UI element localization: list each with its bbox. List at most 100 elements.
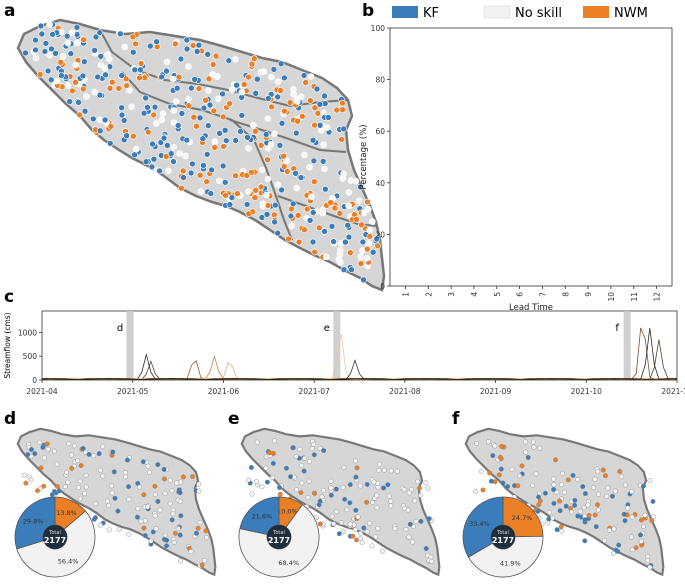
station-dot (228, 86, 236, 93)
x-tick-label: 2021-04 (26, 387, 58, 396)
y-axis-label: Streamflow (cms) (3, 312, 12, 378)
basin-outline (16, 18, 386, 292)
station-dot (153, 526, 159, 532)
station-dot (270, 460, 276, 466)
station-dot (337, 246, 344, 254)
event-marker-label: d (117, 323, 123, 334)
station-dot (629, 489, 635, 495)
station-dot (496, 472, 502, 478)
station-dot (34, 488, 40, 494)
x-tick-label: 3 (447, 292, 456, 297)
station-dot (557, 498, 563, 504)
station-dot (203, 528, 209, 534)
event-marker-label: f (615, 323, 619, 334)
station-dot (172, 98, 180, 105)
station-dot (185, 102, 193, 109)
station-dot (94, 73, 101, 81)
station-dot (317, 521, 323, 527)
station-dot (602, 473, 608, 479)
station-dot (307, 73, 315, 80)
station-dot (321, 448, 327, 454)
station-dot (183, 136, 191, 144)
station-dot (353, 507, 359, 513)
pie-center (491, 525, 515, 549)
station-dot (355, 197, 363, 205)
station-dot (130, 48, 137, 56)
station-dot (385, 482, 391, 488)
station-dot (106, 85, 114, 92)
station-dot (233, 81, 240, 89)
sub-basin-line (99, 29, 349, 108)
event-shade (126, 311, 134, 380)
station-dot (340, 485, 346, 491)
station-dot (48, 45, 55, 53)
station-dot (122, 75, 130, 83)
station-dot (342, 238, 349, 246)
station-dot (165, 167, 172, 174)
station-dot (294, 487, 300, 493)
station-dot (49, 492, 55, 498)
station-dot (327, 199, 334, 206)
station-dot (91, 46, 98, 54)
station-dot (314, 110, 322, 117)
station-dot (162, 153, 170, 160)
station-dot (575, 513, 581, 519)
station-dot (92, 33, 100, 41)
station-dot (492, 443, 498, 449)
station-dot (281, 107, 288, 115)
station-dot (309, 446, 315, 451)
station-dot (180, 174, 187, 181)
station-dot (56, 488, 62, 494)
station-dot (155, 498, 161, 504)
station-dot (252, 127, 259, 135)
station-dot (244, 134, 251, 141)
station-dot (523, 449, 529, 455)
station-dot (142, 94, 149, 102)
panel-label-c: c (4, 287, 14, 307)
station-dot (155, 462, 161, 468)
station-dot (193, 48, 201, 55)
station-dot (559, 528, 565, 534)
station-dot (125, 457, 130, 463)
station-dot (47, 76, 55, 84)
station-dot (150, 111, 157, 119)
station-dot (388, 503, 394, 509)
station-dot (406, 490, 412, 496)
station-dot (429, 558, 435, 564)
station-dot (170, 511, 176, 517)
station-dot (283, 168, 291, 175)
x-tick-label: 8 (561, 292, 570, 297)
pie-slice-label: 56.4% (58, 557, 79, 565)
station-dot (308, 193, 315, 201)
station-dot (232, 55, 239, 63)
station-dot (126, 496, 132, 502)
station-dot (183, 45, 191, 53)
event-shade (623, 311, 631, 380)
station-dot (293, 184, 301, 192)
station-dot (138, 518, 144, 524)
station-dot (187, 169, 195, 177)
station-dot (347, 482, 353, 488)
chart-c: d e f 0 500 1000 Streamflow (cms) 2021-04 2021-0… (3, 310, 685, 396)
station-dot (71, 443, 77, 449)
station-dot (570, 472, 576, 478)
station-dot (572, 502, 578, 508)
station-dot (169, 517, 175, 523)
station-dot (336, 210, 344, 217)
station-dot (267, 450, 273, 456)
station-dot (123, 82, 130, 89)
station-dot (243, 172, 250, 179)
station-dot (178, 110, 186, 117)
station-dot (258, 166, 266, 174)
station-dot (115, 508, 121, 514)
station-dot (309, 238, 317, 246)
station-dot (348, 266, 355, 274)
station-dot (106, 527, 112, 533)
station-dot (288, 222, 296, 230)
station-dot (600, 467, 606, 473)
station-dot (268, 103, 275, 111)
station-dot (333, 106, 341, 114)
station-dot (388, 498, 394, 504)
pie-total-label: Total (48, 530, 61, 536)
